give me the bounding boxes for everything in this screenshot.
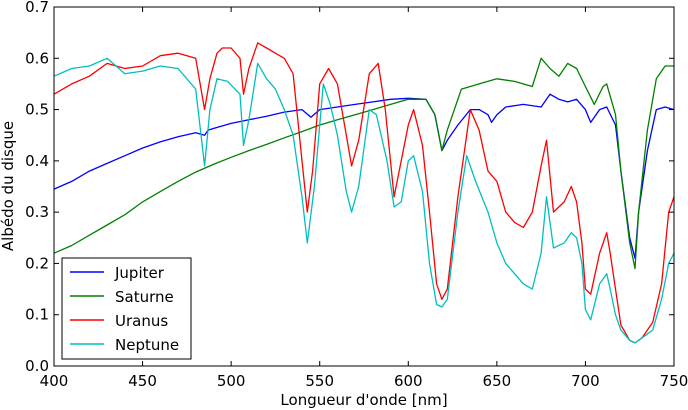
legend-box (61, 257, 192, 360)
x-tick-label: 600 (394, 372, 423, 390)
series-line-jupiter (53, 93, 675, 259)
y-tick-label: 0.1 (25, 306, 49, 324)
plot-frame (53, 6, 675, 367)
x-tick-label: 650 (483, 372, 512, 390)
y-tick-label: 0.7 (25, 0, 49, 16)
y-tick-label: 0.2 (25, 254, 49, 272)
legend-label-neptune: Neptune (115, 336, 179, 354)
legend-label-saturne: Saturne (115, 288, 174, 306)
y-tick-label: 0.5 (25, 101, 49, 119)
series-line-neptune (53, 57, 675, 344)
y-tick-label: 0.0 (25, 357, 49, 375)
legend-label-uranus: Uranus (115, 312, 168, 330)
y-tick-label: 0.3 (25, 203, 49, 221)
x-tick-label: 550 (305, 372, 334, 390)
x-tick-label: 400 (40, 372, 69, 390)
x-tick-label: 450 (128, 372, 157, 390)
tick-labels-layer: 400 450 500 550 600 650 700 750 0.0 0.1 0.2 0.3 0.4 0… (25, 0, 688, 390)
series-layer (53, 42, 675, 344)
legend-label-jupiter: Jupiter (114, 264, 165, 282)
x-tick-label: 750 (660, 372, 688, 390)
x-tick-label: 700 (571, 372, 600, 390)
series-line-saturne (53, 57, 674, 270)
y-tick-label: 0.4 (25, 152, 49, 170)
x-tick-label: 500 (217, 372, 246, 390)
series-line-uranus (53, 42, 675, 344)
y-axis-label: Albédo du disque (0, 121, 17, 251)
y-tick-label: 0.6 (25, 49, 49, 67)
x-axis-label: Longueur d'onde [nm] (280, 391, 447, 409)
legend: Jupiter Saturne Uranus Neptune (61, 257, 192, 360)
